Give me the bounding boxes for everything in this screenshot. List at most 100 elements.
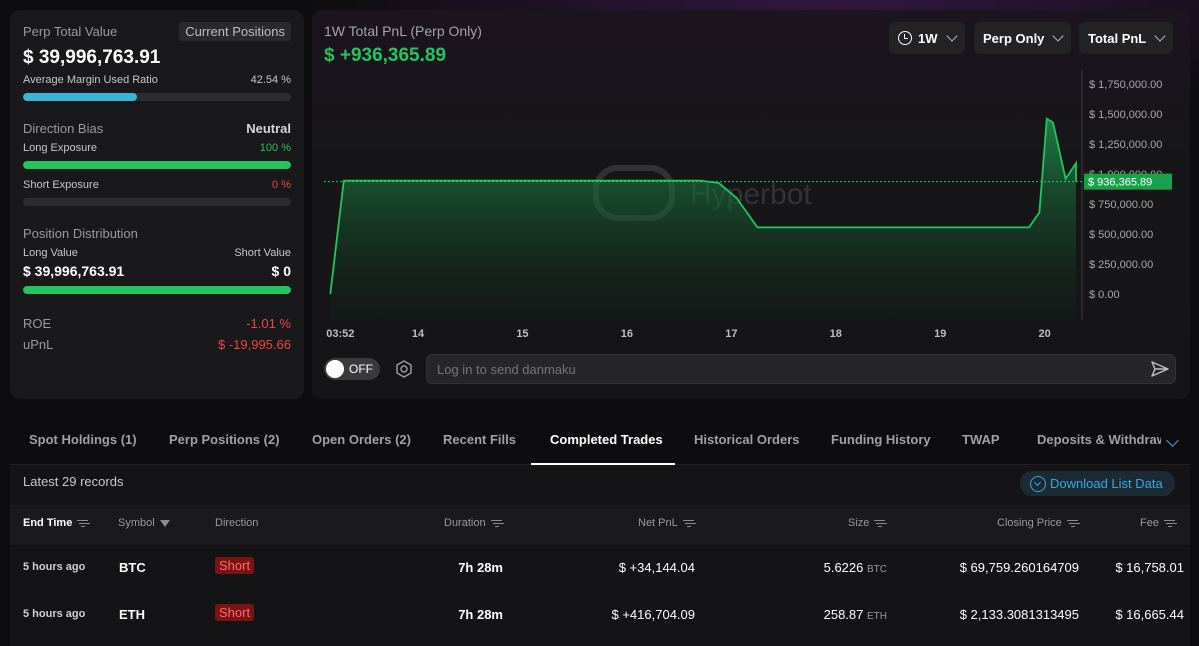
current-value-tag: $ 936,365.89 bbox=[1084, 173, 1172, 190]
x-tick-label: 14 bbox=[412, 328, 425, 340]
completed-trades-table: Latest 29 records Download List Data End… bbox=[10, 465, 1190, 646]
short-exposure-label: Short Exposure bbox=[23, 179, 99, 191]
x-tick-label: 15 bbox=[516, 328, 528, 340]
records-count: Latest 29 records bbox=[23, 474, 124, 489]
avg-margin-bar bbox=[23, 93, 291, 101]
pnl-area-fill bbox=[330, 118, 1076, 320]
values-row: $ 39,996,763.91 $ 0 bbox=[23, 263, 291, 279]
y-tick-label: $ 1,250,000.00 bbox=[1089, 139, 1162, 151]
column-header-symbol[interactable]: Symbol bbox=[118, 517, 170, 529]
sort-icon bbox=[1066, 519, 1078, 527]
direction-bias-row: Direction Bias Neutral bbox=[23, 121, 291, 136]
long-exposure-row: Long Exposure 100 % bbox=[23, 142, 291, 154]
x-tick-label: 18 bbox=[830, 328, 842, 340]
cell-closing-price: $ 69,759.260164709 bbox=[959, 560, 1079, 575]
danmaku-toggle[interactable]: OFF bbox=[324, 358, 380, 380]
column-label: Duration bbox=[444, 517, 486, 529]
send-icon[interactable] bbox=[1150, 360, 1170, 378]
roe-label: ROE bbox=[23, 316, 52, 331]
scope-dropdown[interactable]: Perp Only bbox=[974, 22, 1072, 54]
value-labels-row: Long Value Short Value bbox=[23, 247, 291, 259]
period-dropdown[interactable]: 1W bbox=[889, 22, 965, 54]
cell-size: 5.6226 BTC bbox=[824, 560, 887, 575]
column-header-size[interactable]: Size bbox=[848, 517, 886, 529]
cell-end-time: 5 hours ago bbox=[23, 561, 86, 573]
column-header-end-time[interactable]: End Time bbox=[23, 517, 89, 529]
table-row[interactable]: 5 hours ago ETH Short 7h 28m $ +416,704.… bbox=[10, 592, 1190, 639]
size-value: 5.6226 bbox=[823, 560, 864, 575]
pnl-area-chart[interactable]: Hyperbot $ 1,750,000.00$ 1,500,000.00$ 1… bbox=[312, 10, 1190, 350]
roe-value: -1.01 % bbox=[246, 316, 291, 331]
table-header: End Time Symbol Direction Duration Net P… bbox=[10, 505, 1190, 545]
direction-badge: Short bbox=[215, 557, 255, 574]
column-header-net-pnl[interactable]: Net PnL bbox=[638, 517, 694, 529]
current-value-tag-label: $ 936,365.89 bbox=[1088, 177, 1152, 189]
y-tick-label: $ 750,000.00 bbox=[1089, 199, 1153, 211]
metric-dropdown[interactable]: Total PnL bbox=[1079, 22, 1174, 54]
column-label: Direction bbox=[215, 517, 259, 529]
direction-bias-label: Direction Bias bbox=[23, 121, 104, 136]
tab-deposits-withdrawals[interactable]: Deposits & Withdraw bbox=[1037, 432, 1161, 447]
column-header-closing-price[interactable]: Closing Price bbox=[997, 517, 1078, 529]
short-exposure-value: 0 % bbox=[272, 179, 291, 191]
x-tick-label: 20 bbox=[1039, 328, 1051, 340]
download-list-button[interactable]: Download List Data bbox=[1020, 471, 1175, 496]
perp-total-value: $ 39,996,763.91 bbox=[23, 47, 161, 68]
tab-recent-fills[interactable]: Recent Fills bbox=[443, 432, 516, 447]
direction-badge: Short bbox=[215, 604, 255, 621]
short-value-label: Short Value bbox=[234, 247, 291, 259]
chart-title: 1W Total PnL (Perp Only) bbox=[324, 23, 482, 39]
long-value-label: Long Value bbox=[23, 247, 78, 259]
tab-open-orders[interactable]: Open Orders (2) bbox=[312, 432, 411, 447]
y-tick-label: $ 250,000.00 bbox=[1089, 259, 1153, 271]
tab-historical-orders[interactable]: Historical Orders bbox=[694, 432, 800, 447]
toggle-knob bbox=[326, 360, 344, 378]
gear-icon[interactable] bbox=[395, 360, 413, 378]
tab-twap[interactable]: TWAP bbox=[962, 432, 1000, 447]
long-value: $ 39,996,763.91 bbox=[23, 263, 125, 279]
chart-pnl-value: $ +936,365.89 bbox=[324, 45, 447, 66]
download-list-label: Download List Data bbox=[1050, 476, 1163, 491]
avg-margin-row: Average Margin Used Ratio 42.54 % bbox=[23, 74, 291, 86]
cell-symbol[interactable]: BTC bbox=[119, 560, 146, 575]
short-exposure-row: Short Exposure 0 % bbox=[23, 179, 291, 191]
tab-perp-positions[interactable]: Perp Positions (2) bbox=[169, 432, 280, 447]
danmaku-toggle-label: OFF bbox=[349, 362, 373, 376]
x-tick-label: 16 bbox=[621, 328, 633, 340]
position-distribution-label: Position Distribution bbox=[23, 226, 138, 241]
perp-total-value-label: Perp Total Value bbox=[23, 24, 118, 39]
cell-symbol[interactable]: ETH bbox=[119, 607, 145, 622]
period-dropdown-label: 1W bbox=[918, 30, 938, 46]
current-positions-button[interactable]: Current Positions bbox=[179, 22, 291, 41]
column-header-fee[interactable]: Fee bbox=[1140, 517, 1175, 529]
cell-fee: $ 16,758.01 bbox=[1115, 560, 1184, 575]
cell-direction: Short bbox=[215, 557, 255, 574]
summary-panel: Perp Total Value Current Positions $ 39,… bbox=[10, 10, 304, 399]
sort-icon bbox=[682, 519, 694, 527]
upnl-row: uPnL $ -19,995.66 bbox=[23, 337, 291, 352]
clock-icon bbox=[898, 31, 912, 45]
upnl-label: uPnL bbox=[23, 337, 54, 352]
y-tick-label: $ 1,500,000.00 bbox=[1089, 109, 1162, 121]
column-label: Fee bbox=[1140, 517, 1159, 529]
x-tick-label: 19 bbox=[934, 328, 946, 340]
danmaku-input[interactable] bbox=[426, 354, 1176, 384]
tab-funding-history[interactable]: Funding History bbox=[831, 432, 931, 447]
position-distribution-bar bbox=[23, 286, 291, 294]
short-value: $ 0 bbox=[271, 263, 291, 279]
download-icon bbox=[1030, 475, 1046, 492]
column-header-duration[interactable]: Duration bbox=[444, 517, 502, 529]
long-exposure-bar-fill bbox=[23, 161, 291, 169]
tab-spot-holdings[interactable]: Spot Holdings (1) bbox=[29, 432, 137, 447]
cell-net-pnl: $ +416,704.09 bbox=[611, 607, 696, 622]
table-row[interactable]: 5 hours ago BTC Short 7h 28m $ +34,144.0… bbox=[10, 545, 1190, 592]
upnl-value: $ -19,995.66 bbox=[217, 337, 291, 352]
sort-icon bbox=[490, 519, 502, 527]
column-label: Net PnL bbox=[638, 517, 678, 529]
cell-end-time: 5 hours ago bbox=[23, 608, 86, 620]
long-exposure-value: 100 % bbox=[259, 142, 291, 154]
tab-bar: Spot Holdings (1) Perp Positions (2) Ope… bbox=[10, 420, 1190, 465]
tab-completed-trades[interactable]: Completed Trades bbox=[550, 432, 663, 447]
x-tick-label: 17 bbox=[725, 328, 737, 340]
position-distribution-bar-fill bbox=[23, 286, 291, 294]
